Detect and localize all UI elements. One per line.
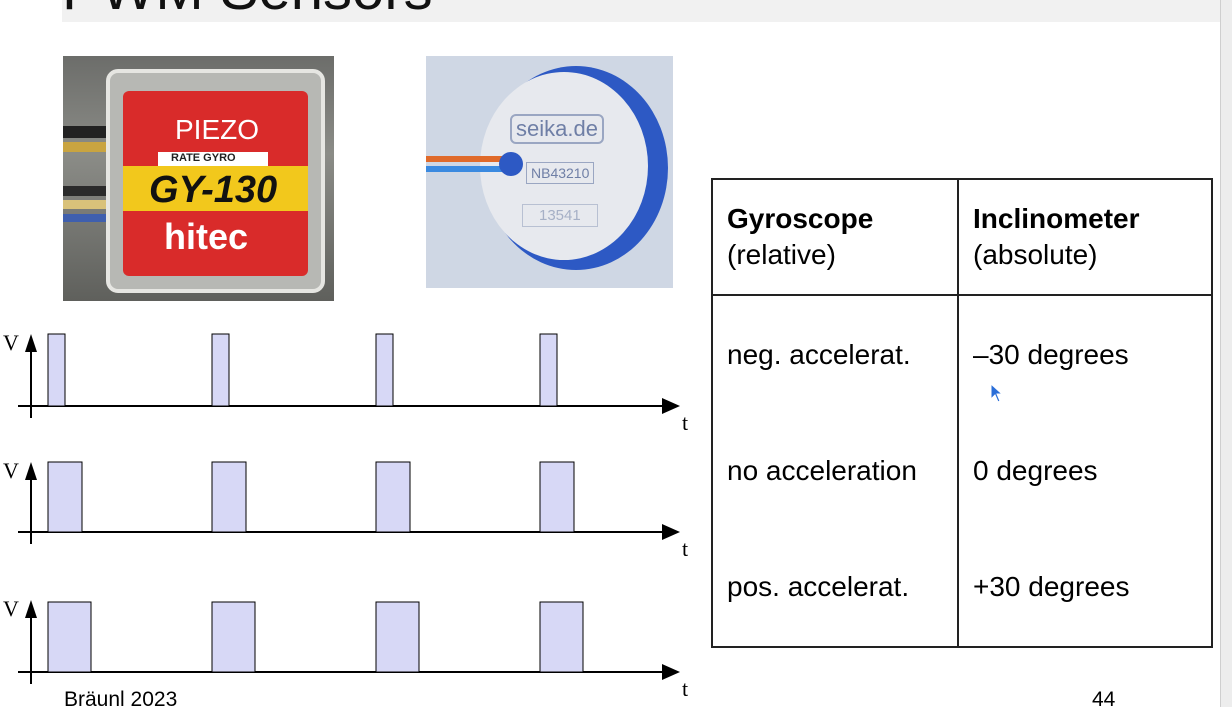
mouse-pointer-icon xyxy=(990,382,1004,408)
window-edge xyxy=(1220,0,1232,707)
incl-cell: +30 degrees xyxy=(957,528,1212,647)
header-gyroscope-sub: (relative) xyxy=(727,239,836,270)
gyro-label-model: GY-130 xyxy=(149,169,278,211)
pwm-pulse xyxy=(211,601,256,673)
pwm-pulse xyxy=(47,601,92,673)
header-inclinometer-title: Inclinometer xyxy=(973,203,1140,234)
incl-label-model: NB43210 xyxy=(526,162,595,184)
gyro-label-brand: hitec xyxy=(164,216,249,257)
incl-cell: –30 degrees xyxy=(957,295,1212,414)
header-gyroscope-title: Gyroscope xyxy=(727,203,874,234)
table-row: no acceleration 0 degrees xyxy=(712,413,1212,529)
gyro-cell: neg. accelerat. xyxy=(727,338,911,370)
header-inclinometer: Inclinometer (absolute) xyxy=(957,179,1212,296)
pwm-signal-pos: V t xyxy=(0,584,700,704)
incl-cell: 0 degrees xyxy=(957,413,1212,529)
pwm-pulse xyxy=(375,601,420,673)
pwm-pulse xyxy=(539,461,575,533)
incl-label-brand: seika.de xyxy=(510,114,604,144)
gyro-cell: pos. accelerat. xyxy=(727,571,910,603)
pwm-pulse xyxy=(539,601,584,673)
slide-title-bar: PWM Sensors xyxy=(62,0,1220,22)
pwm-pulse xyxy=(375,333,394,407)
table-row: neg. accelerat. –30 degrees xyxy=(712,295,1212,414)
inclinometer-photo: seika.de NB43210 13541 xyxy=(426,56,673,288)
incl-label-serial: 13541 xyxy=(522,204,598,227)
pwm-pulse xyxy=(47,333,66,407)
v-axis-label: V xyxy=(3,596,19,621)
t-axis-label: t xyxy=(682,410,689,435)
gyro-cell: no acceleration xyxy=(727,454,917,486)
header-gyroscope: Gyroscope (relative) xyxy=(712,179,958,296)
pwm-pulse xyxy=(539,333,558,407)
v-axis-label: V xyxy=(3,458,19,483)
sensor-comparison-table: Gyroscope (relative) Inclinometer (absol… xyxy=(711,178,1213,648)
header-inclinometer-sub: (absolute) xyxy=(973,239,1098,270)
footer-author: Bräunl 2023 xyxy=(64,688,178,711)
t-axis-label: t xyxy=(682,536,689,561)
gyroscope-photo: PIEZO RATE GYRO GY-130 hitec xyxy=(63,56,334,301)
page-number: 44 xyxy=(1092,688,1116,711)
t-axis-label: t xyxy=(682,676,689,701)
pwm-pulse xyxy=(211,461,247,533)
slide-title: PWM Sensors xyxy=(62,0,433,20)
pwm-signal-zero: V t xyxy=(0,446,700,566)
v-axis-label: V xyxy=(3,330,19,355)
pwm-pulse xyxy=(375,461,411,533)
table-row: pos. accelerat. +30 degrees xyxy=(712,528,1212,647)
pwm-pulse xyxy=(211,333,230,407)
pwm-pulse xyxy=(47,461,83,533)
gyro-label-rate: RATE GYRO xyxy=(171,152,236,164)
gyro-label-piezo: PIEZO xyxy=(175,114,260,145)
table-header-row: Gyroscope (relative) Inclinometer (absol… xyxy=(712,179,1212,296)
pwm-signal-neg: V t xyxy=(0,318,700,438)
